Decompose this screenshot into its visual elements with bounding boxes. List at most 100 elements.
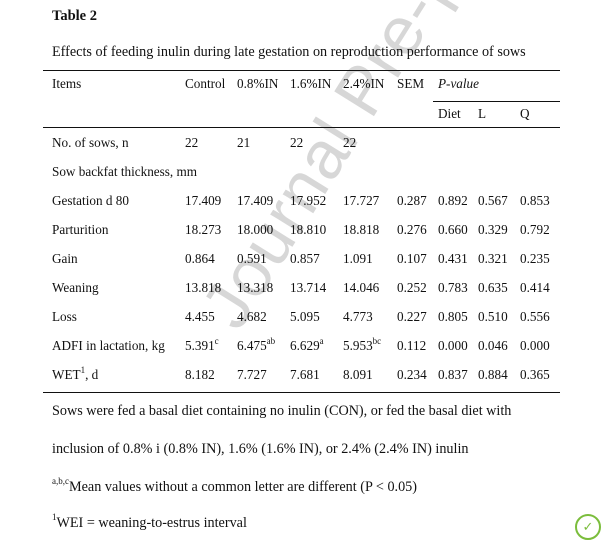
note-line-4: 1WEI = weaning-to-estrus interval: [52, 513, 247, 532]
note-wei-definition: WEI = weaning-to-estrus interval: [56, 515, 247, 531]
header-items: Items: [52, 76, 82, 91]
header-quadratic: Q: [520, 106, 530, 121]
table-label: Table 2: [52, 8, 97, 24]
cell-value: 6.475: [237, 338, 267, 353]
header-2.4in: 2.4%IN: [343, 76, 385, 91]
row-label: Gestation d 80: [52, 193, 129, 209]
cell-value: 22: [290, 135, 304, 150]
cell-value: 8.182: [185, 367, 215, 382]
cell-1.6in: 18.810: [290, 222, 326, 238]
row-label-text: Sow backfat thickness, mm: [52, 164, 198, 179]
cell-sem: 0.112: [397, 338, 426, 354]
cell-value: 0.235: [520, 251, 550, 266]
cell-value: 0.864: [185, 251, 215, 266]
cell-value: 18.818: [343, 222, 380, 237]
cell-1.6in: 17.952: [290, 193, 326, 209]
cell-value: 0.234: [397, 367, 427, 382]
cell-value: 0.857: [290, 251, 320, 266]
cell-value: 13.318: [237, 280, 274, 295]
cell-value: 7.681: [290, 367, 320, 382]
cell-value: 0.252: [397, 280, 427, 295]
note-superscript-letters: a,b,c: [52, 476, 69, 487]
cell-p-diet: 0.837: [438, 367, 468, 383]
row-label-text: Gain: [52, 251, 78, 266]
cell-1.6in: 13.714: [290, 280, 326, 296]
header-control: Control: [185, 76, 226, 91]
cell-value: 4.455: [185, 309, 215, 324]
row-label: WET1, d: [52, 364, 98, 383]
cell-control: 17.409: [185, 193, 221, 209]
cell-value: 0.287: [397, 193, 427, 208]
cell-p-quadratic: 0.365: [520, 367, 550, 383]
cell-p-quadratic: 0.853: [520, 193, 550, 209]
row-label: Gain: [52, 251, 78, 267]
cell-sem: 0.234: [397, 367, 427, 383]
cell-control: 13.818: [185, 280, 221, 296]
cell-value: 0.635: [478, 280, 508, 295]
cell-value: 0.783: [438, 280, 468, 295]
cell-sem: 0.107: [397, 251, 427, 267]
cell-p-quadratic: 0.792: [520, 222, 550, 238]
cell-value: 13.714: [290, 280, 327, 295]
cell-superscript: c: [214, 335, 219, 346]
cell-value: 0.853: [520, 193, 550, 208]
row-label-text: Loss: [52, 309, 77, 324]
cell-0.8in: 6.475ab: [237, 336, 275, 354]
cell-value: 0.510: [478, 309, 508, 324]
row-label-superscript: 1: [80, 364, 86, 375]
note-line-3: a,b,cMean values without a common letter…: [52, 476, 418, 496]
row-label: Weaning: [52, 280, 99, 296]
cell-value: 0.321: [478, 251, 508, 266]
note-significance-text: Mean values without a common letter are …: [69, 479, 418, 495]
cell-value: 0.556: [520, 309, 550, 324]
cell-0.8in: 17.409: [237, 193, 273, 209]
table-caption: Effects of feeding inulin during late ge…: [52, 44, 526, 60]
cell-p-quadratic: 0.000: [520, 338, 550, 354]
cell-p-diet: 0.892: [438, 193, 468, 209]
cell-value: 0.431: [438, 251, 468, 266]
cell-superscript: a: [319, 335, 324, 346]
row-label: Loss: [52, 309, 77, 325]
cell-value: 5.095: [290, 309, 320, 324]
cell-value: 5.953: [343, 338, 373, 353]
cell-value: 0.660: [438, 222, 468, 237]
cell-2.4in: 17.727: [343, 193, 379, 209]
p-value-rule: [433, 101, 560, 102]
cell-2.4in: 14.046: [343, 280, 379, 296]
cell-value: 0.000: [520, 338, 550, 353]
cell-superscript: bc: [372, 335, 382, 346]
cell-value: 0.227: [397, 309, 427, 324]
cell-control: 18.273: [185, 222, 221, 238]
cell-control: 22: [185, 135, 198, 151]
cell-p-linear: 0.567: [478, 193, 508, 209]
cell-sem: 0.227: [397, 309, 427, 325]
cell-value: 13.818: [185, 280, 222, 295]
note-line-1: Sows were fed a basal diet containing no…: [52, 403, 512, 419]
cell-2.4in: 18.818: [343, 222, 379, 238]
cell-value: 0.112: [397, 338, 427, 353]
cell-value: 4.773: [343, 309, 373, 324]
cell-value: 6.629: [290, 338, 320, 353]
cell-value: 0.792: [520, 222, 550, 237]
cell-p-linear: 0.321: [478, 251, 508, 267]
cell-0.8in: 18.000: [237, 222, 273, 238]
cell-value: 7.727: [237, 367, 267, 382]
note-line-2: inclusion of 0.8% i (0.8% IN), 1.6% (1.6…: [52, 441, 469, 457]
row-label: No. of sows, n: [52, 135, 129, 151]
header-linear: L: [478, 106, 487, 121]
cell-control: 5.391c: [185, 335, 219, 354]
cell-value: 17.409: [185, 193, 222, 208]
row-label-text: Parturition: [52, 222, 109, 237]
row-label: Parturition: [52, 222, 108, 238]
header-p-value: P-value: [438, 76, 480, 91]
header-1.6in: 1.6%IN: [290, 76, 332, 91]
cell-value: 0.329: [478, 222, 508, 237]
cell-value: 18.810: [290, 222, 327, 237]
row-label: ADFI in lactation, kg: [52, 338, 165, 354]
cell-sem: 0.276: [397, 222, 427, 238]
cell-0.8in: 13.318: [237, 280, 273, 296]
cell-1.6in: 6.629a: [290, 335, 324, 354]
cell-sem: 0.287: [397, 193, 427, 209]
cell-value: 22: [343, 135, 357, 150]
cell-control: 0.864: [185, 251, 215, 267]
